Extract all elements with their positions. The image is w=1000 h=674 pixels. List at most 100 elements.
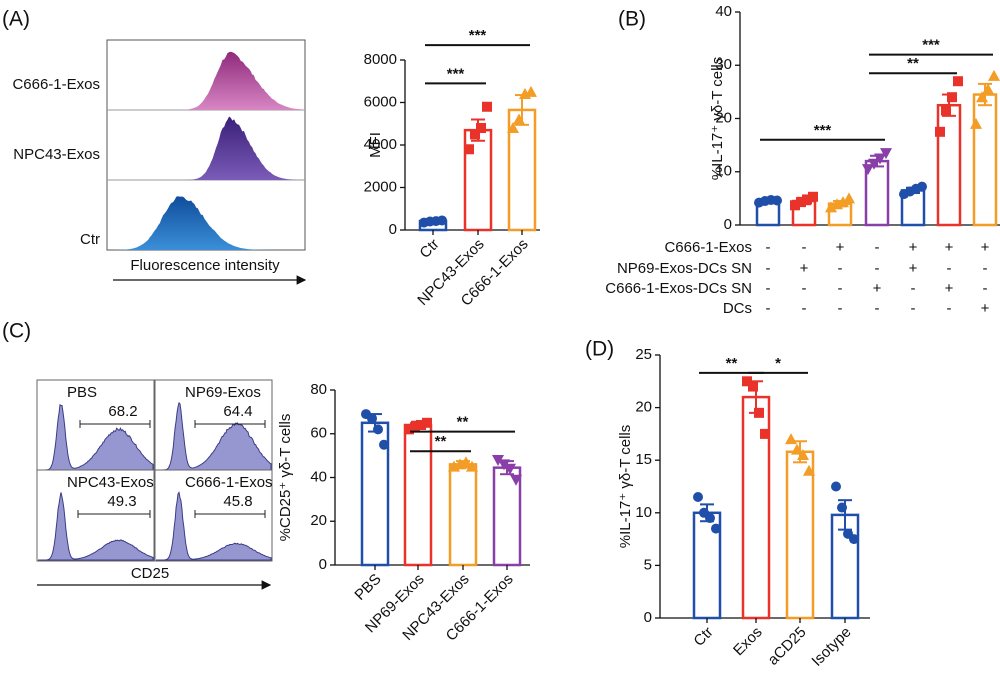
- point: [917, 181, 927, 192]
- y-tick-label: 20: [715, 109, 732, 126]
- y-tick-label: 6000: [364, 93, 397, 110]
- condition-label: DCs: [723, 300, 752, 317]
- significance-label: ***: [814, 122, 832, 139]
- point: [837, 196, 849, 208]
- x-tick-label: Ctr: [690, 624, 716, 650]
- y-tick-label: 0: [724, 216, 732, 233]
- point: [772, 195, 782, 206]
- condition-sign: -: [802, 239, 807, 256]
- condition-sign: -: [983, 280, 988, 297]
- point: [802, 194, 812, 205]
- y-tick-label: 2000: [364, 178, 397, 195]
- point: [693, 492, 703, 503]
- condition-sign: +: [909, 260, 918, 277]
- significance-label: ***: [447, 65, 465, 82]
- condition-sign: -: [947, 260, 952, 277]
- point: [422, 417, 432, 428]
- panel-label: (D): [585, 338, 614, 361]
- point: [796, 197, 806, 208]
- point: [437, 215, 447, 226]
- point: [492, 455, 504, 466]
- y-axis-label: MFI: [367, 132, 384, 158]
- condition-sign: -: [802, 280, 807, 297]
- significance-label: **: [726, 355, 738, 372]
- point: [510, 474, 522, 486]
- histogram: [156, 491, 272, 561]
- point: [791, 443, 803, 455]
- histogram: [156, 401, 272, 471]
- y-tick-label: 10: [635, 504, 652, 521]
- y-axis-label: %IL-17⁺ γδ-T cells: [617, 425, 634, 549]
- condition-sign: -: [766, 280, 771, 297]
- significance-label: *: [775, 355, 781, 372]
- x-tick-label: Isotype: [808, 624, 854, 670]
- condition-sign: -: [875, 300, 880, 317]
- point: [748, 381, 758, 392]
- point: [513, 113, 525, 125]
- histogram-title: NP69-Exos: [185, 384, 261, 401]
- y-tick-label: 0: [644, 609, 652, 626]
- point: [705, 513, 715, 524]
- point: [504, 463, 516, 475]
- significance-label: ***: [922, 37, 940, 54]
- frame: [106, 39, 306, 251]
- y-tick-label: 60: [310, 425, 327, 442]
- point: [862, 164, 874, 176]
- x-tick-label: aCD25: [765, 624, 810, 669]
- point: [831, 481, 841, 492]
- point: [379, 439, 389, 450]
- point: [843, 192, 855, 204]
- gate-value: 68.2: [108, 403, 137, 420]
- point: [880, 148, 892, 160]
- y-tick-label: 40: [715, 3, 732, 20]
- y-tick-label: 5: [644, 556, 652, 573]
- panel-label: (A): [2, 8, 30, 31]
- histogram-title: NPC43-Exos: [67, 474, 154, 491]
- bar: [403, 423, 433, 567]
- point: [482, 101, 492, 112]
- significance-label: **: [457, 414, 469, 431]
- x-tick-label: PBS: [351, 571, 384, 604]
- condition-sign: -: [838, 260, 843, 277]
- condition-sign: -: [766, 260, 771, 277]
- histogram: [107, 196, 305, 250]
- point: [416, 420, 426, 430]
- point: [988, 69, 1000, 81]
- axis-label: Fluorescence intensity: [130, 257, 280, 274]
- condition-sign: -: [875, 260, 880, 277]
- condition-sign: -: [947, 300, 952, 317]
- condition-sign: -: [911, 300, 916, 317]
- y-tick-label: 80: [310, 381, 327, 398]
- point: [976, 91, 988, 103]
- condition-label: C666-1-Exos: [664, 239, 752, 256]
- histogram: [107, 51, 305, 110]
- condition-sign: -: [838, 300, 843, 317]
- condition-label: NP69-Exos-DCs SN: [617, 260, 752, 277]
- axis-label: CD25: [131, 565, 169, 582]
- panel-label: (B): [618, 8, 646, 31]
- y-tick-label: 40: [310, 468, 327, 485]
- point: [476, 123, 486, 133]
- point: [785, 433, 797, 445]
- condition-sign: -: [838, 280, 843, 297]
- significance-label: ***: [469, 27, 487, 44]
- condition-sign: +: [945, 239, 954, 256]
- point: [941, 105, 951, 116]
- condition-sign: +: [981, 239, 990, 256]
- point: [790, 200, 800, 211]
- point: [953, 76, 963, 87]
- x-tick-label: Exos: [730, 624, 766, 660]
- point: [525, 85, 537, 97]
- gate-value: 45.8: [223, 493, 252, 510]
- y-tick-label: 30: [715, 56, 732, 73]
- condition-label: C666-1-Exos-DCs SN: [605, 280, 752, 297]
- bar: [448, 463, 478, 567]
- point: [797, 448, 809, 460]
- point: [742, 376, 752, 387]
- point: [464, 144, 474, 155]
- y-tick-label: 10: [715, 163, 732, 180]
- row-label: NPC43-Exos: [13, 146, 100, 163]
- point: [754, 407, 764, 418]
- y-tick-label: 15: [635, 451, 652, 468]
